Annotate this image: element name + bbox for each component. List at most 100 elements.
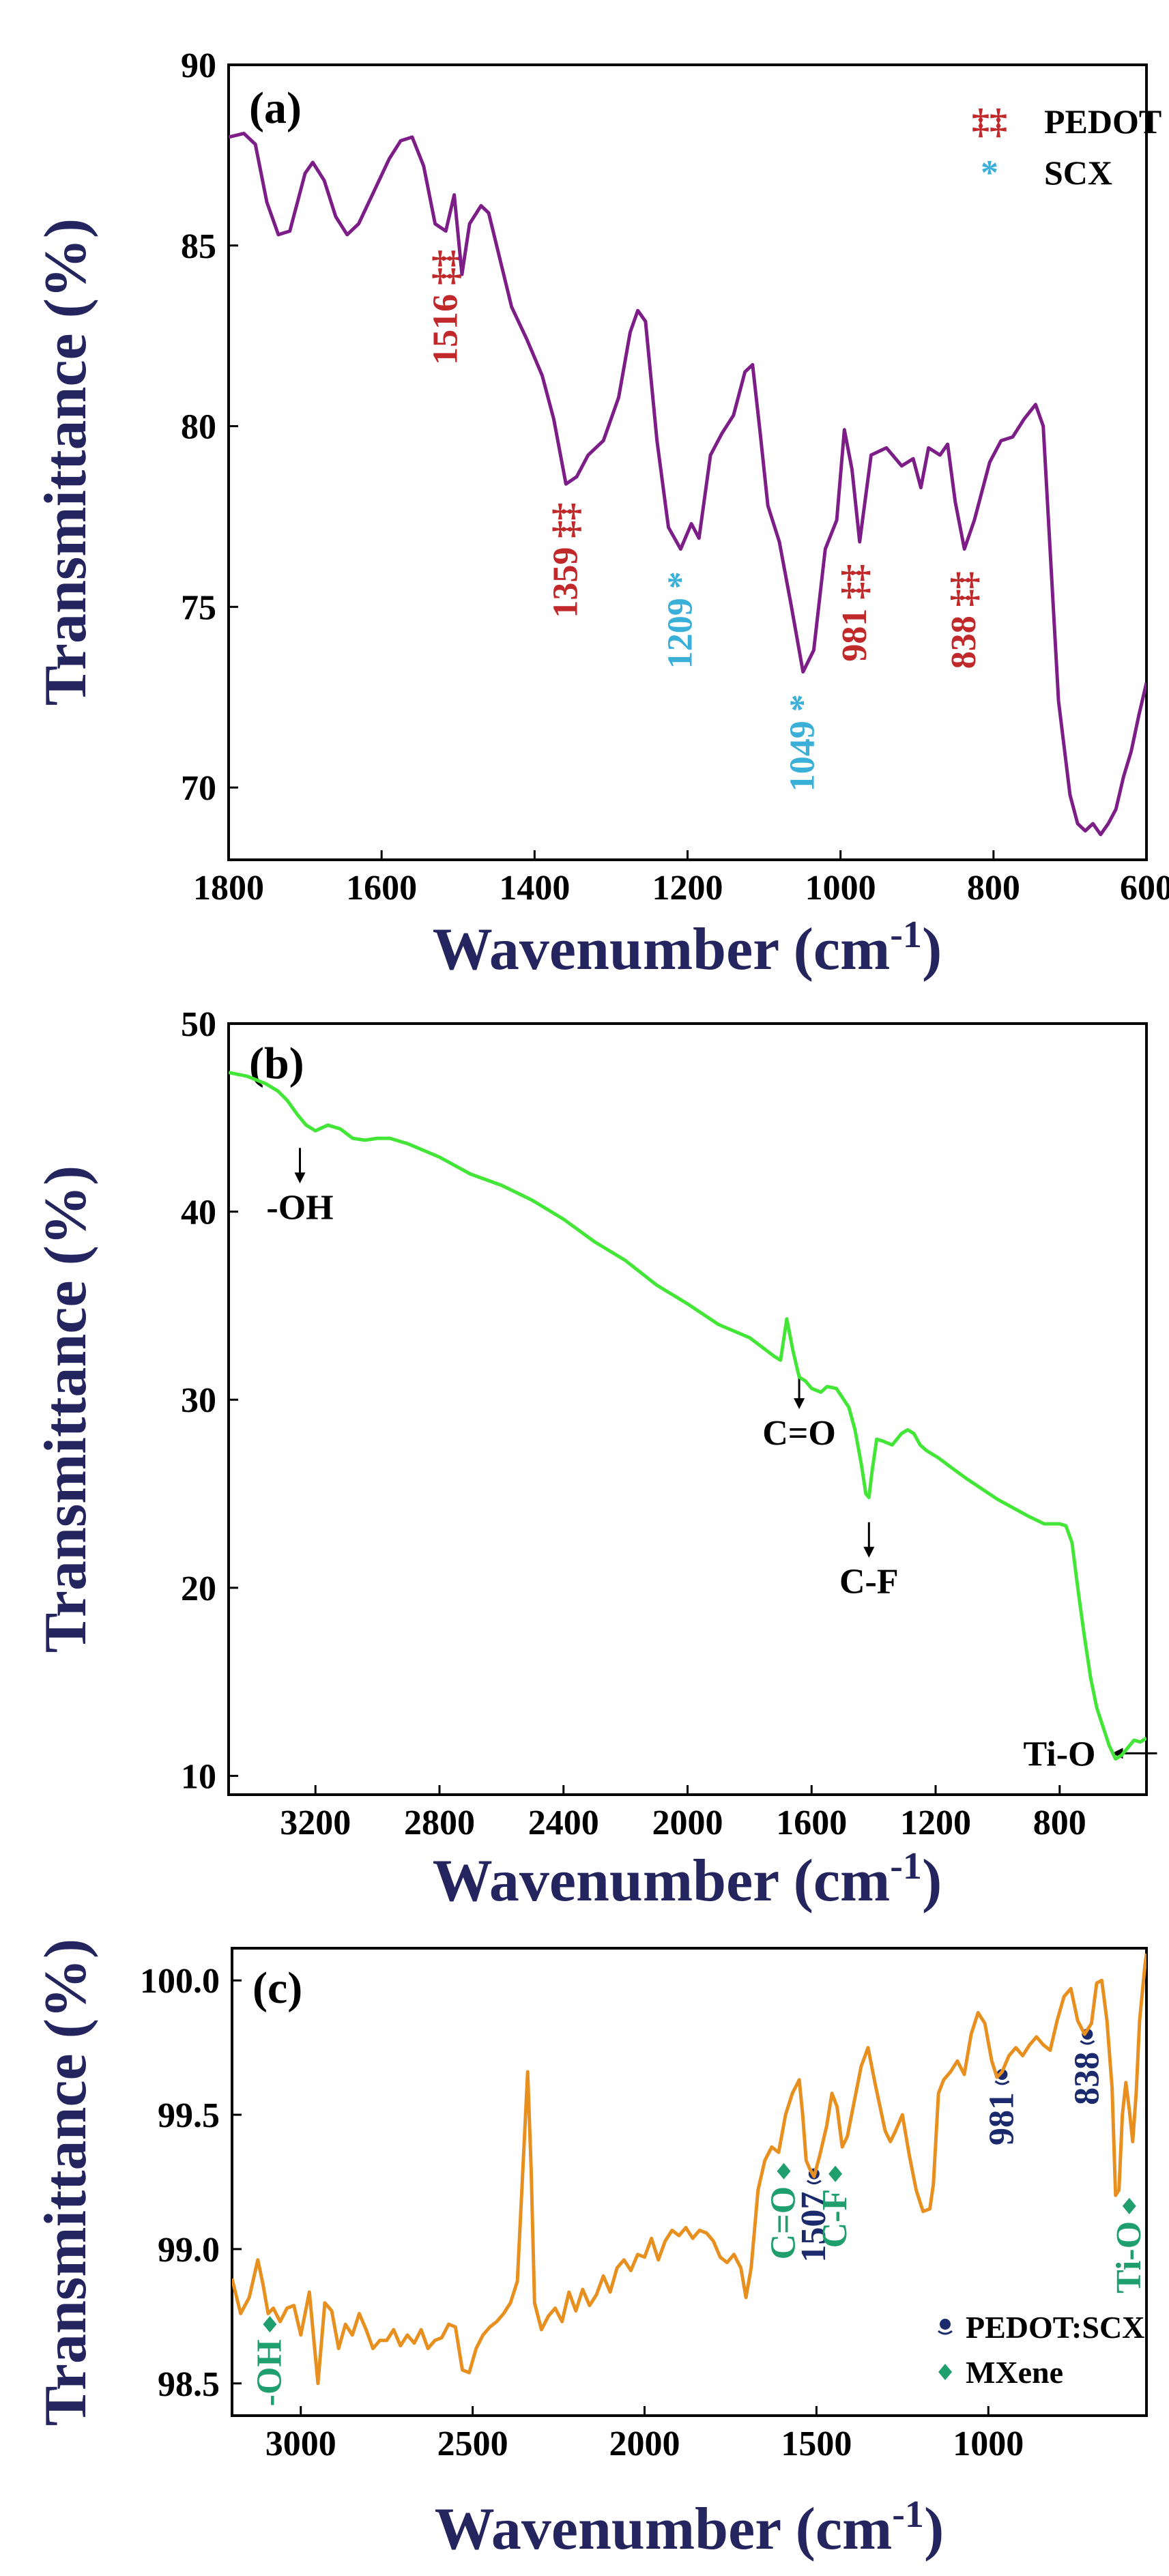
legend-scx-symbol: * <box>981 154 998 192</box>
panel-a-frame <box>227 63 1148 861</box>
y-tick-label: 50 <box>181 1005 216 1044</box>
panel-c: 3000 2500 2000 1500 1000 98.5 99.0 99.5 100.0 -O… <box>33 1939 1149 2562</box>
x-tick-label: 1200 <box>652 869 723 908</box>
x-tick-label: 1000 <box>953 2425 1024 2463</box>
panel-a-ticks: 1800 1600 1400 1200 1000 800 600 70 75 80 85 90 <box>181 46 1169 908</box>
x-tick-label: 2000 <box>652 1804 723 1842</box>
annotation-arrowhead <box>294 1172 306 1184</box>
panel-a-xunit-close: ) <box>922 916 942 983</box>
x-tick-label: 1600 <box>346 869 417 908</box>
legend-mxene-symbol <box>938 2364 952 2380</box>
x-tick-label: 1500 <box>781 2425 852 2463</box>
x-tick-label: 800 <box>1033 1804 1086 1842</box>
y-tick-label: 99.5 <box>158 2096 220 2135</box>
panel-c-xunit-close: ) <box>924 2496 944 2562</box>
band-annotation: C=O <box>762 1414 836 1453</box>
panel-c-frame <box>231 1947 1148 2417</box>
x-tick-label: 2500 <box>437 2425 508 2463</box>
panel-b-xlabel: Wavenumber <box>433 1848 779 1914</box>
peak-annotation: 1049 * <box>783 694 822 792</box>
legend-pedot-scx-marker <box>938 2319 953 2335</box>
y-tick-label: 10 <box>181 1757 216 1796</box>
pedot-scx-marker <box>994 2068 1010 2085</box>
x-tick-label: 1000 <box>805 869 876 908</box>
panel-b-x-axis-title: Wavenumber (cm-1) <box>433 1845 942 1914</box>
series-line-b <box>229 1071 1146 1761</box>
panel-a-xlabel: Wavenumber <box>433 916 779 983</box>
mxene-marker <box>263 2316 277 2333</box>
panel-a-legend: ‡‡ PEDOT * SCX <box>972 102 1161 192</box>
y-tick-label: 80 <box>181 408 216 447</box>
x-tick-label: 1600 <box>776 1804 847 1842</box>
annotation-arrowhead <box>863 1546 875 1558</box>
peak-annotation: 838 ‡‡ <box>944 571 983 669</box>
annotation-arrowhead <box>794 1398 805 1409</box>
panel-a-y-axis-title: Transmittance (%) <box>33 218 99 706</box>
panel-a-xunit: (cm <box>794 916 891 983</box>
panel-b-xunit: (cm <box>794 1848 891 1914</box>
peak-annotation: 1359 ‡‡ <box>546 503 585 618</box>
band-annotation: -OH <box>250 2339 289 2406</box>
y-tick-label: 70 <box>181 769 216 808</box>
panel-c-ticks: 3000 2500 2000 1500 1000 98.5 99.0 99.5 100.0 <box>140 1962 1024 2463</box>
series-line-c <box>232 1953 1146 2386</box>
panel-c-legend: PEDOT:SCX MXene <box>938 2310 1144 2390</box>
mxene-marker <box>777 2162 791 2180</box>
panel-a-xunit-sup: -1 <box>890 914 922 956</box>
y-tick-label: 99.0 <box>158 2231 220 2270</box>
y-tick-label: 40 <box>181 1193 216 1232</box>
panel-b-xunit-sup: -1 <box>890 1845 922 1887</box>
legend-scx-label: SCX <box>1044 154 1112 192</box>
y-tick-label: 20 <box>181 1569 216 1608</box>
panel-b: 3200 2800 2400 2000 1600 1200 800 10 20 30 40 50 -O… <box>33 1005 1157 1914</box>
x-tick-label: 800 <box>967 869 1020 908</box>
legend-pedot-scx-label: PEDOT:SCX <box>966 2310 1144 2345</box>
panel-c-xlabel: Wavenumber <box>435 2496 781 2562</box>
panel-a-x-axis-title: Wavenumber (cm-1) <box>433 914 942 983</box>
panel-c-y-axis-title: Transmittance (%) <box>33 1939 99 2426</box>
band-annotation: C=O <box>764 2186 803 2260</box>
x-tick-label: 1400 <box>499 869 570 908</box>
panel-c-label: (c) <box>252 1963 302 2013</box>
panel-a-annotations: 1516 ‡‡ 1359 ‡‡ 1209 * 1049 * 981 ‡‡ 838 ‡‡ <box>426 250 983 792</box>
legend-pedot-symbol: ‡‡ <box>972 102 1007 141</box>
mxene-marker <box>1122 2197 1136 2214</box>
y-tick-label: 90 <box>181 46 216 85</box>
panel-b-ticks: 3200 2800 2400 2000 1600 1200 800 10 20 30 40 50 <box>181 1005 1086 1842</box>
x-tick-label: 2000 <box>609 2425 680 2463</box>
band-annotation: -OH <box>266 1188 333 1227</box>
peak-annotation: 1209 * <box>661 571 699 669</box>
y-tick-label: 98.5 <box>158 2365 220 2404</box>
legend-pedot-scx-symbol <box>938 2319 953 2335</box>
legend-mxene-label: MXene <box>966 2355 1063 2390</box>
x-tick-label: 600 <box>1120 869 1169 908</box>
band-annotation: Ti-O <box>1110 2221 1149 2293</box>
legend-mxene-marker <box>938 2364 952 2380</box>
panel-c-xunit: (cm <box>796 2496 893 2562</box>
band-annotation: 838 <box>1067 2052 1106 2105</box>
x-tick-label: 3200 <box>280 1804 351 1842</box>
panel-b-annotations: -OH C=O C-F Ti-O <box>266 1148 1157 1774</box>
band-annotation: 1507 <box>794 2192 833 2263</box>
panel-a-label: (a) <box>249 83 302 133</box>
series-line-a <box>229 132 1146 837</box>
x-tick-label: 3000 <box>265 2425 336 2463</box>
band-annotation: C-F <box>839 1563 899 1602</box>
x-tick-label: 2400 <box>528 1804 599 1842</box>
legend-pedot-label: PEDOT <box>1044 102 1161 141</box>
panel-c-xunit-sup: -1 <box>892 2493 924 2536</box>
peak-annotation: 1516 ‡‡ <box>426 250 465 365</box>
y-tick-label: 85 <box>181 227 216 266</box>
mxene-marker <box>828 2165 843 2182</box>
peak-annotation: 981 ‡‡ <box>835 564 874 662</box>
band-annotation: C-F <box>816 2189 854 2248</box>
x-tick-label: 1200 <box>900 1804 971 1842</box>
y-tick-label: 100.0 <box>140 1962 220 2001</box>
panel-b-y-axis-title: Transmittance (%) <box>33 1166 99 1653</box>
band-annotation: 981 <box>982 2092 1021 2145</box>
y-tick-label: 30 <box>181 1381 216 1420</box>
band-annotation: Ti-O <box>1024 1735 1096 1774</box>
panel-a: 1800 1600 1400 1200 1000 800 600 70 75 80 85 90 151… <box>33 46 1169 983</box>
